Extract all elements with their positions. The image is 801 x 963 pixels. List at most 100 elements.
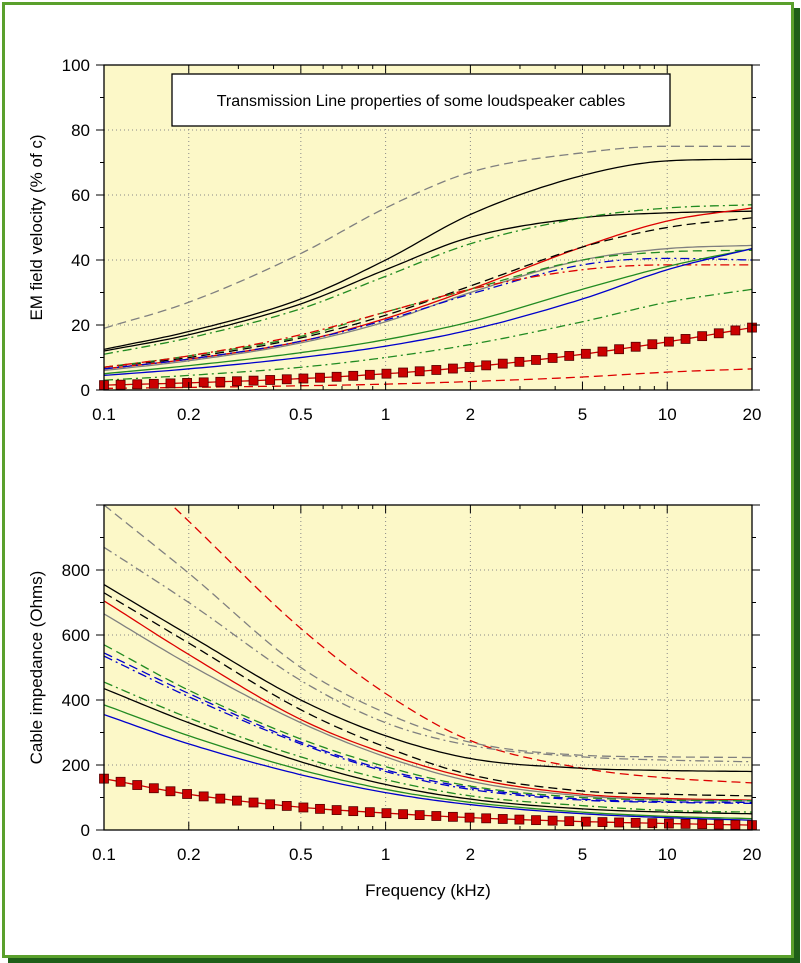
y-tick-label: 40 [71, 251, 90, 270]
series-marker [115, 776, 126, 787]
series-marker [248, 797, 259, 808]
x-tick-label: 0.2 [177, 845, 201, 864]
y-tick-label: 0 [81, 821, 90, 840]
series-marker [315, 372, 325, 383]
x-tick-label: 0.5 [289, 845, 313, 864]
series-marker [647, 818, 658, 829]
series-line-10 [104, 264, 752, 368]
series-marker [697, 331, 708, 342]
series-line-8 [104, 249, 752, 368]
series-marker [464, 812, 475, 823]
series-marker [630, 817, 641, 828]
series-marker [414, 810, 425, 820]
series-marker [497, 814, 508, 824]
x-tick-label: 10 [658, 405, 677, 424]
series-marker [281, 801, 292, 811]
series-line-2 [104, 505, 752, 759]
series-marker [132, 379, 143, 390]
series-line-13 [104, 288, 752, 381]
y-tick-label: 60 [71, 186, 90, 205]
x-tick-label: 20 [743, 845, 762, 864]
x-tick-label: 5 [578, 845, 587, 864]
series-marker [514, 356, 525, 367]
y-axis-label: Cable impedance (Ohms) [27, 571, 46, 765]
series-marker [713, 328, 724, 339]
plot-area [104, 505, 752, 830]
series-line-2 [104, 158, 752, 351]
series-marker [348, 806, 359, 817]
series-marker [215, 793, 226, 804]
x-tick-label: 2 [466, 845, 475, 864]
series-marker [115, 379, 126, 390]
x-tick-label: 10 [658, 845, 677, 864]
series-line-9 [104, 257, 752, 370]
x-tick-label: 0.2 [177, 405, 201, 424]
series-marker [165, 786, 176, 797]
series-marker [680, 334, 691, 344]
series-marker [531, 815, 541, 826]
series-group [104, 145, 752, 390]
series-marker [580, 348, 591, 359]
series-marker [730, 819, 741, 830]
series-line-15 [104, 326, 752, 386]
series-marker [381, 808, 392, 819]
series-marker [298, 802, 309, 813]
series-line-3 [104, 546, 752, 763]
series-marker [398, 367, 408, 378]
y-tick-label: 400 [62, 691, 90, 710]
y-axis-label: EM field velocity (% of c) [27, 134, 46, 320]
series-line-12 [104, 247, 752, 377]
series-marker [165, 378, 176, 389]
series-line-15 [104, 777, 752, 826]
series-marker [564, 351, 575, 361]
y-tick-label: 200 [62, 756, 90, 775]
series-marker [414, 366, 425, 377]
series-line-9 [104, 652, 752, 804]
series-marker [481, 813, 492, 824]
x-tick-label: 0.1 [92, 405, 116, 424]
y-tick-label: 800 [62, 561, 90, 580]
y-tick-label: 20 [71, 316, 90, 335]
series-line-4 [104, 584, 752, 773]
series-marker [448, 363, 458, 374]
series-line-14 [104, 713, 752, 821]
series-marker [398, 809, 408, 820]
series-marker [315, 803, 325, 814]
series-marker [580, 816, 591, 827]
series-marker [198, 791, 209, 802]
series-line-5 [104, 592, 752, 797]
x-tick-label: 1 [381, 405, 390, 424]
series-group [104, 505, 752, 826]
series-marker [364, 369, 375, 380]
series-marker [597, 817, 608, 827]
x-tick-label: 2 [466, 405, 475, 424]
series-line-10 [104, 655, 752, 805]
series-marker [547, 815, 558, 826]
series-marker [630, 341, 641, 352]
series-marker [614, 344, 624, 355]
series-marker [514, 814, 525, 825]
series-marker [182, 789, 192, 799]
chart-panel-1: 0.1 0.2 0.5 1 2 5 10 20 0 20 40 60 80 100 EM field vel… [27, 56, 761, 424]
series-marker [331, 371, 342, 382]
series-marker [431, 811, 442, 821]
series-marker [531, 355, 541, 365]
series-marker [431, 365, 442, 375]
series-line-11 [104, 681, 752, 813]
y-tick-label: 600 [62, 626, 90, 645]
x-tick-label: 0.5 [289, 405, 313, 424]
series-marker [597, 346, 608, 357]
x-tick-label: 5 [578, 405, 587, 424]
series-line-12 [104, 687, 752, 815]
series-marker [664, 818, 674, 829]
series-line-3 [104, 210, 752, 352]
series-marker [547, 353, 558, 363]
series-marker [148, 378, 159, 389]
series-line-1 [104, 145, 752, 329]
series-marker [697, 819, 708, 830]
x-tick-label: 0.1 [92, 845, 116, 864]
series-marker [664, 336, 674, 347]
series-line-8 [104, 644, 752, 802]
